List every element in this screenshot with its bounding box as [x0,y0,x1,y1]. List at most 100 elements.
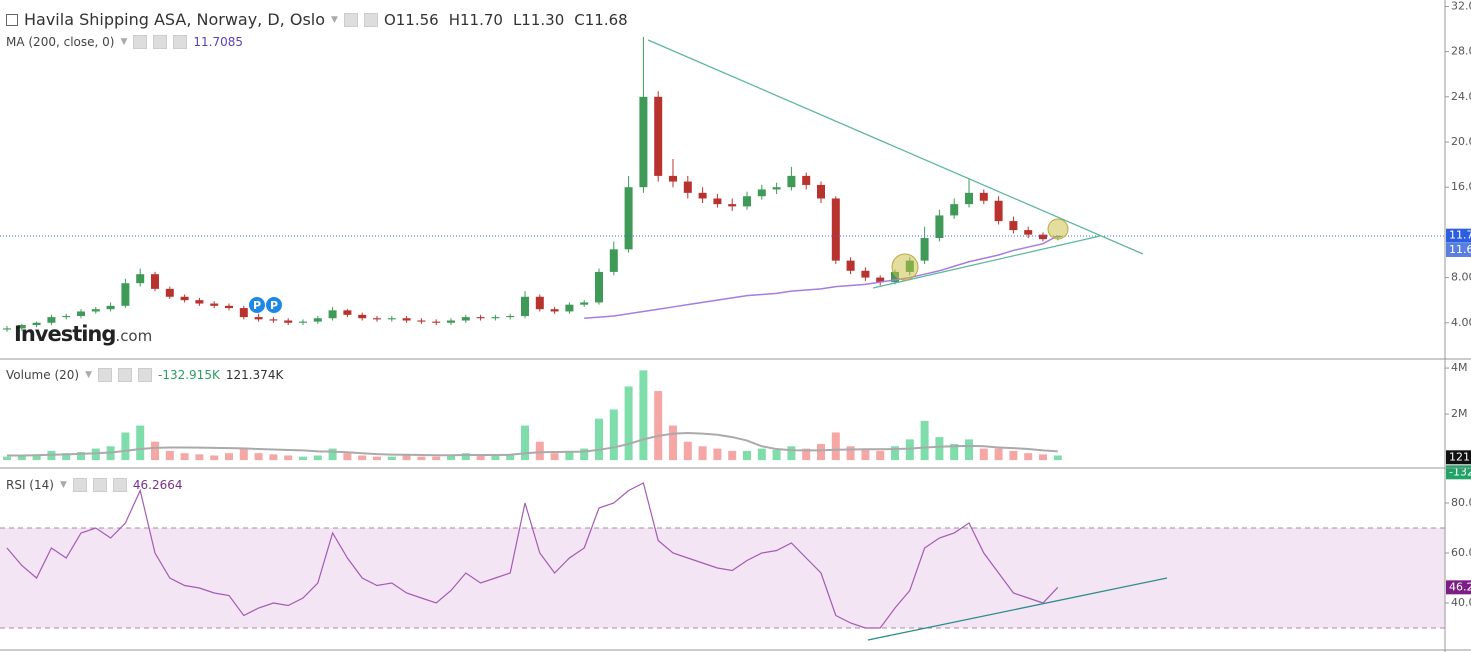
volume-bar [239,448,248,461]
volume-bar [846,446,855,461]
volume-bar [461,453,470,461]
icon[interactable] [92,478,107,492]
volume-value: -132.915K [158,368,220,382]
volume-bar [447,455,455,461]
icon[interactable] [112,478,127,492]
volume-bar [787,446,796,461]
price-badge-label: 11.7085 [1449,229,1471,242]
candle-body [373,318,381,320]
icon[interactable] [153,35,168,49]
volume-bar [772,449,781,461]
candle-body [17,325,26,329]
candle-body [432,321,441,323]
candle-body [846,260,855,271]
candle-body [32,322,41,326]
rsi-title: RSI (14) [6,478,54,492]
rsi-legend: RSI (14) ▼ 46.2664 [6,478,183,492]
volume-bar [654,391,663,461]
volume-bar [728,450,737,461]
price-badge-label: 11.68 [1449,243,1471,256]
dropdown[interactable]: ▼ [120,37,128,47]
icon[interactable] [363,12,378,27]
logo-suffix: .com [115,327,153,345]
volume-bar [299,456,307,461]
marker [249,297,265,313]
candle-body [1009,221,1018,231]
candle-body [817,184,825,199]
candle-body [299,321,307,323]
ohlc-value: 11.68 [584,10,628,29]
dropdown[interactable]: ▼ [59,480,67,490]
logo: Investing.com [14,322,152,346]
ohlc-value: 11.56 [395,10,439,29]
volume-bar [313,455,322,461]
candle-body [994,200,1003,222]
candle-body [891,271,899,283]
candle-body [284,320,293,323]
ohlc-value: 11.30 [521,10,565,29]
trend-line [867,577,1168,641]
title: Havila Shipping ASA, Norway, D, Oslo [24,10,326,29]
y-tick-label: 60.00 [1451,546,1471,559]
icon[interactable] [133,35,148,49]
candle-body [565,304,574,312]
volume-bar [1009,450,1018,461]
volume-bar [284,455,293,461]
candle-body [683,181,692,193]
volume-bar [476,455,485,461]
icon[interactable] [173,35,188,49]
volume-ma-line [7,431,1058,457]
candle-body [225,305,233,309]
candle-body [535,296,544,310]
candle-body [920,238,929,261]
volume-bar [861,448,870,461]
y-tick-label: 16.00 [1451,180,1471,193]
y-tick-label: 32.00 [1451,0,1471,12]
ohlc-label: H [448,10,460,29]
dropdown[interactable]: ▼ [85,370,92,380]
dropdown[interactable]: ▼ [331,14,338,25]
candle-body [180,296,189,301]
volume-bar [195,454,204,461]
volume-bar [876,450,885,461]
price-badge [1446,242,1471,257]
price-badge-label: -132.915K [1449,465,1471,478]
candle-body [328,310,337,319]
volume-bar [1053,455,1062,461]
icon[interactable] [343,12,358,27]
candle-body [521,296,529,316]
ohlc: O11.56 H11.70 L11.30 C11.68 [384,11,628,29]
volume-bar [521,425,529,461]
ma-line [584,235,1059,319]
icon[interactable] [118,368,132,382]
candle-body [106,305,115,310]
rsi-value: 46.2664 [132,478,183,492]
y-tick-label: 20.00 [1451,135,1471,148]
volume-bar [180,453,189,461]
volume-bar [269,454,278,461]
y-tick-label: 4M [1451,361,1468,374]
volume-bar [743,450,751,461]
volume-bar [121,432,130,461]
candle-body [491,317,500,319]
volume-bar [624,386,633,461]
icon[interactable] [138,368,152,382]
volume-legend: Volume (20) ▼ -132.915K 121.374K [6,368,283,382]
volume-bar [32,454,41,461]
highlight [891,253,919,281]
volume-bar [3,456,11,461]
candle-body [654,96,663,176]
ohlc-label: L [512,10,522,29]
candle-body [313,318,322,322]
ma-value: 11.7085 [193,35,243,49]
marker [266,297,282,313]
collapse-icon[interactable] [6,13,18,26]
trend-line [647,39,1144,255]
volume-bar [17,455,26,461]
icon[interactable] [72,478,87,492]
price-badge-label: 121.374K [1449,450,1471,463]
icon[interactable] [98,368,112,382]
volume-bar [595,418,603,461]
volume-bar [891,446,899,461]
